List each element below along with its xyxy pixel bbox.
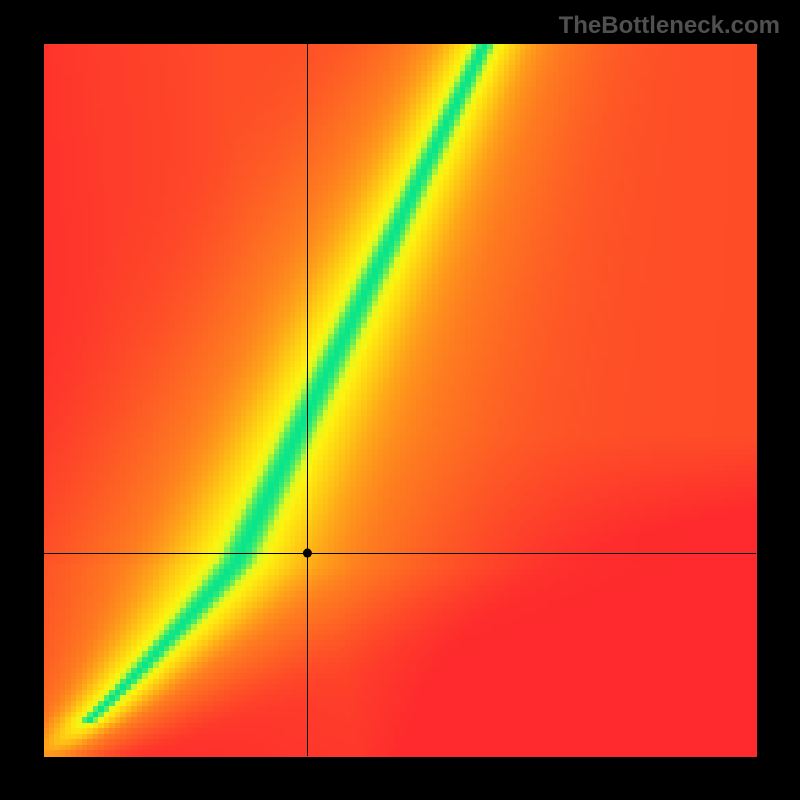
chart-container: TheBottleneck.com (0, 0, 800, 800)
heatmap-canvas (0, 0, 800, 800)
watermark-text: TheBottleneck.com (559, 12, 780, 40)
